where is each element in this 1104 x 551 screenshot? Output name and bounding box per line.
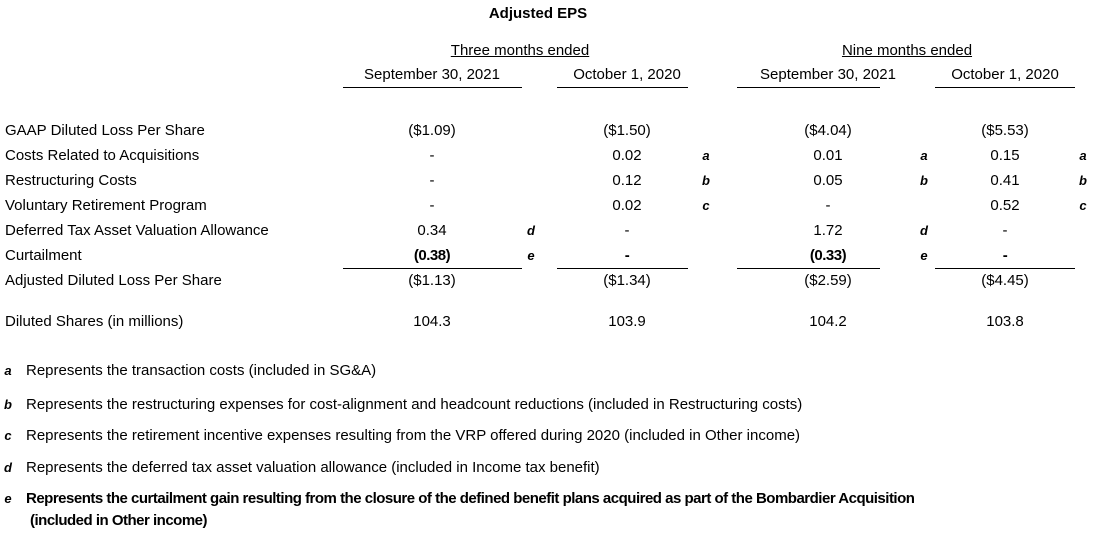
footnote-text: Represents the curtailment gain resultin… bbox=[26, 490, 915, 507]
footnote-key: d bbox=[4, 460, 12, 475]
cell: ($1.09) bbox=[408, 122, 456, 139]
cell: (0.33) bbox=[809, 247, 847, 264]
column-header: October 1, 2020 bbox=[573, 66, 681, 83]
footnote-text: (included in Other income) bbox=[30, 512, 208, 529]
cell: ($4.45) bbox=[981, 272, 1029, 289]
row-label: Adjusted Diluted Loss Per Share bbox=[5, 272, 222, 289]
note-ref: a bbox=[702, 148, 710, 163]
group-header: Three months ended bbox=[450, 42, 590, 59]
cell: (0.38) bbox=[413, 247, 451, 264]
cell: 0.52 bbox=[990, 197, 1020, 214]
total-rule bbox=[557, 268, 688, 269]
cell: ($1.13) bbox=[408, 272, 456, 289]
note-ref: b bbox=[702, 173, 710, 188]
cell: 0.02 bbox=[612, 147, 642, 164]
footnote-text: Represents the restructuring expenses fo… bbox=[26, 396, 803, 413]
row-label: Voluntary Retirement Program bbox=[5, 197, 207, 214]
cell: 0.05 bbox=[813, 172, 843, 189]
footnote-text: Represents the transaction costs (includ… bbox=[26, 362, 377, 379]
cell: ($1.50) bbox=[603, 122, 651, 139]
note-ref: a bbox=[1079, 148, 1087, 163]
footnote-key: b bbox=[4, 397, 12, 412]
footnote-key: a bbox=[4, 363, 12, 378]
total-rule bbox=[935, 268, 1075, 269]
footnote-text: Represents the deferred tax asset valuat… bbox=[26, 459, 600, 476]
cell: - bbox=[1002, 247, 1008, 264]
note-ref: d bbox=[527, 223, 535, 238]
note-ref: d bbox=[920, 223, 928, 238]
cell: 0.02 bbox=[612, 197, 642, 214]
note-ref: c bbox=[702, 198, 710, 213]
header-rule bbox=[343, 87, 522, 88]
cell: - bbox=[429, 197, 435, 214]
note-ref: c bbox=[1079, 198, 1087, 213]
note-ref: a bbox=[920, 148, 928, 163]
cell: - bbox=[624, 222, 630, 239]
note-ref: e bbox=[527, 248, 535, 263]
column-header: September 30, 2021 bbox=[760, 66, 896, 83]
cell: - bbox=[825, 197, 831, 214]
cell: - bbox=[429, 147, 435, 164]
note-ref: b bbox=[920, 173, 928, 188]
header-rule bbox=[935, 87, 1075, 88]
cell: - bbox=[429, 172, 435, 189]
cell: 0.01 bbox=[813, 147, 843, 164]
note-ref: e bbox=[920, 248, 928, 263]
cell: 0.41 bbox=[990, 172, 1020, 189]
header-rule bbox=[737, 87, 880, 88]
cell: 103.8 bbox=[986, 313, 1024, 330]
cell: ($2.59) bbox=[804, 272, 852, 289]
column-header: October 1, 2020 bbox=[951, 66, 1059, 83]
cell: ($4.04) bbox=[804, 122, 852, 139]
row-label: Diluted Shares (in millions) bbox=[5, 313, 184, 330]
row-label: GAAP Diluted Loss Per Share bbox=[5, 122, 205, 139]
total-rule bbox=[343, 268, 522, 269]
footnote-text: Represents the retirement incentive expe… bbox=[26, 427, 801, 444]
cell: 0.12 bbox=[612, 172, 642, 189]
cell: 104.3 bbox=[413, 313, 451, 330]
column-header: September 30, 2021 bbox=[364, 66, 500, 83]
row-label: Restructuring Costs bbox=[5, 172, 137, 189]
total-rule bbox=[737, 268, 880, 269]
cell: 103.9 bbox=[608, 313, 646, 330]
row-label: Costs Related to Acquisitions bbox=[5, 147, 200, 164]
title: Adjusted EPS bbox=[488, 5, 588, 22]
cell: - bbox=[624, 247, 630, 264]
cell: - bbox=[1002, 222, 1008, 239]
header-rule bbox=[557, 87, 688, 88]
row-label: Curtailment bbox=[5, 247, 82, 264]
group-header: Nine months ended bbox=[841, 42, 973, 59]
cell: ($5.53) bbox=[981, 122, 1029, 139]
footnote-key: e bbox=[4, 491, 12, 506]
row-label: Deferred Tax Asset Valuation Allowance bbox=[5, 222, 269, 239]
cell: 0.15 bbox=[990, 147, 1020, 164]
cell: 0.34 bbox=[417, 222, 447, 239]
footnote-key: c bbox=[4, 428, 12, 443]
cell: 1.72 bbox=[813, 222, 843, 239]
cell: 104.2 bbox=[809, 313, 847, 330]
note-ref: b bbox=[1079, 173, 1087, 188]
cell: ($1.34) bbox=[603, 272, 651, 289]
